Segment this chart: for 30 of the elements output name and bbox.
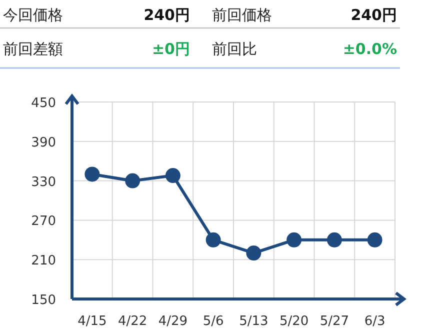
x-tick-label: 4/15: [78, 314, 107, 329]
point: [206, 232, 221, 248]
x-tick-label: 5/13: [239, 314, 268, 329]
y-tick-label: 150: [31, 293, 56, 308]
x-tick-label: 5/6: [202, 314, 224, 329]
text: 前回比: [212, 40, 257, 58]
y-tick-label: 270: [31, 214, 56, 230]
text: 前回価格: [212, 6, 272, 24]
point: [286, 232, 302, 248]
point: [84, 166, 100, 182]
text: 240円: [144, 6, 190, 24]
y-tick-label: 390: [31, 135, 56, 150]
text: 前回差額: [3, 40, 63, 58]
text: 今回価格: [3, 6, 63, 24]
point: [165, 168, 180, 184]
x-tick-label: 6/3: [364, 314, 386, 329]
text: ±0.0%: [342, 40, 397, 58]
text: 240円: [350, 6, 397, 24]
x-tick-label: 5/20: [279, 314, 309, 329]
point: [367, 232, 382, 248]
y-tick-label: 210: [31, 254, 56, 269]
y-tick-label: 330: [31, 174, 56, 190]
text: ±0円: [152, 40, 190, 58]
x-tick-label: 4/22: [118, 314, 148, 329]
x-tick-label: 4/29: [158, 314, 188, 329]
point: [246, 246, 262, 261]
y-tick-label: 450: [31, 96, 56, 111]
point: [125, 173, 140, 188]
point: [326, 232, 342, 248]
x-tick-label: 5/27: [320, 314, 350, 329]
